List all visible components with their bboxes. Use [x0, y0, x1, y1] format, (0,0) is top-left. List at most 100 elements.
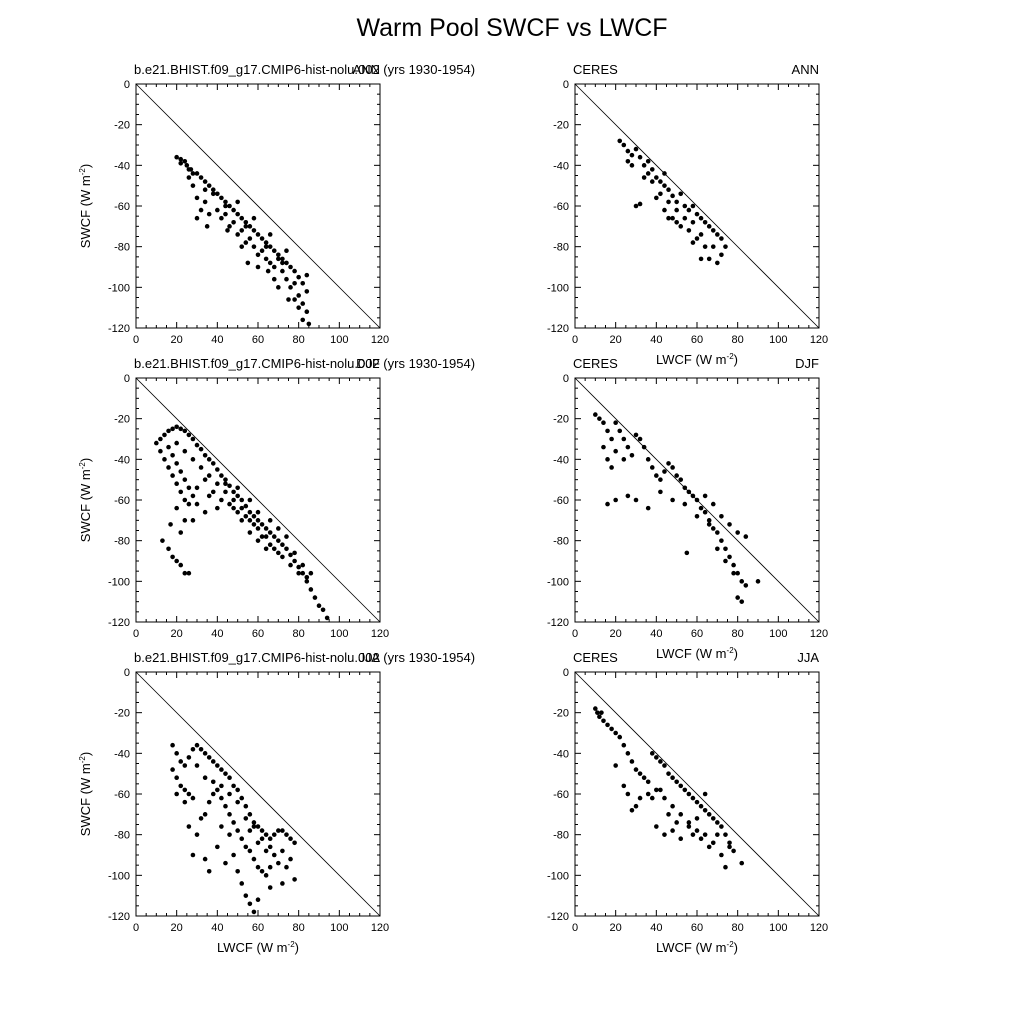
data-point	[662, 763, 667, 768]
x-axis-label-sup: -2	[727, 352, 735, 361]
data-point	[206, 868, 212, 874]
data-point	[219, 795, 224, 801]
data-point	[243, 844, 249, 850]
data-point	[662, 832, 667, 837]
data-point	[202, 812, 208, 817]
data-point	[649, 167, 655, 172]
data-point	[694, 799, 700, 805]
data-point	[219, 783, 224, 789]
data-point	[280, 848, 285, 854]
x-tick-label: 0	[133, 334, 139, 346]
x-axis-label-sup: -2	[727, 940, 735, 949]
data-point	[194, 442, 200, 448]
data-point	[174, 505, 179, 511]
panel-right-label: JJA	[358, 650, 380, 665]
x-axis-label: LWCF (W m-2)	[217, 940, 299, 955]
data-point	[694, 211, 700, 217]
panel-right-label: ANN	[792, 62, 819, 77]
data-point	[739, 860, 745, 866]
data-point	[223, 199, 228, 205]
data-point	[276, 550, 281, 556]
data-point	[320, 607, 326, 613]
data-point	[259, 828, 265, 833]
panel-left-label: CERES	[573, 62, 618, 77]
data-point	[609, 726, 614, 732]
data-point	[182, 799, 188, 805]
data-point	[174, 154, 179, 160]
y-tick-label: -80	[114, 830, 130, 842]
data-point	[280, 542, 285, 548]
x-tick-label: 80	[293, 922, 305, 934]
y-tick-label: -100	[547, 282, 569, 294]
data-point	[621, 142, 627, 148]
data-point	[300, 562, 306, 568]
data-point	[182, 518, 188, 523]
data-point	[288, 562, 293, 568]
data-point	[698, 803, 704, 809]
data-point	[284, 260, 289, 266]
data-point	[698, 215, 704, 221]
data-point	[743, 583, 749, 588]
data-point	[235, 828, 240, 833]
data-point	[304, 579, 310, 584]
data-point	[666, 215, 671, 221]
data-point	[223, 203, 228, 209]
data-point	[166, 465, 171, 470]
data-point	[235, 509, 240, 515]
one-to-one-line	[135, 377, 381, 623]
y-tick-label: -60	[553, 495, 569, 507]
data-point	[194, 195, 200, 201]
data-point	[280, 554, 285, 560]
data-point	[296, 293, 301, 298]
data-point	[686, 207, 692, 213]
data-point	[719, 513, 724, 519]
data-point	[694, 816, 700, 821]
data-point	[276, 285, 281, 290]
y-axis-label: SWCF (W m-2)	[78, 752, 93, 836]
data-point	[194, 501, 200, 507]
data-point	[202, 856, 208, 862]
data-point	[654, 175, 659, 180]
y-tick-label: 0	[563, 79, 569, 91]
data-point	[223, 803, 228, 809]
data-point	[735, 570, 740, 576]
panel-left-label: b.e21.BHIST.f09_g17.CMIP6-hist-nolu.002 …	[134, 356, 475, 371]
data-point	[284, 534, 289, 539]
data-point	[235, 868, 240, 874]
data-point	[674, 779, 679, 785]
data-point	[219, 215, 224, 221]
data-point	[674, 473, 679, 478]
data-point	[225, 228, 230, 233]
data-point	[202, 179, 208, 184]
data-point	[166, 546, 171, 552]
data-point	[239, 795, 245, 801]
data-point	[662, 207, 667, 213]
data-point	[154, 440, 159, 446]
data-point	[178, 161, 184, 166]
y-tick-label: -60	[114, 789, 130, 801]
data-point	[182, 158, 188, 164]
x-tick-label: 100	[330, 628, 348, 640]
data-point	[666, 812, 671, 817]
data-point	[186, 501, 192, 507]
data-point	[621, 436, 627, 442]
x-axis-label-sup: -2	[727, 646, 735, 655]
data-point	[271, 248, 277, 254]
data-point	[247, 509, 253, 515]
y-tick-label: 0	[124, 373, 130, 385]
data-point	[174, 440, 179, 446]
data-point	[601, 718, 606, 724]
data-point	[239, 505, 245, 511]
data-point	[263, 832, 269, 837]
data-point	[243, 240, 249, 245]
data-point	[210, 191, 216, 197]
data-point	[637, 795, 643, 801]
data-point	[706, 522, 712, 527]
y-axis-label-sup: -2	[78, 462, 87, 470]
data-point	[202, 452, 208, 458]
data-point	[263, 848, 269, 854]
data-point	[609, 436, 614, 442]
data-point	[678, 191, 684, 197]
data-point	[243, 816, 249, 821]
